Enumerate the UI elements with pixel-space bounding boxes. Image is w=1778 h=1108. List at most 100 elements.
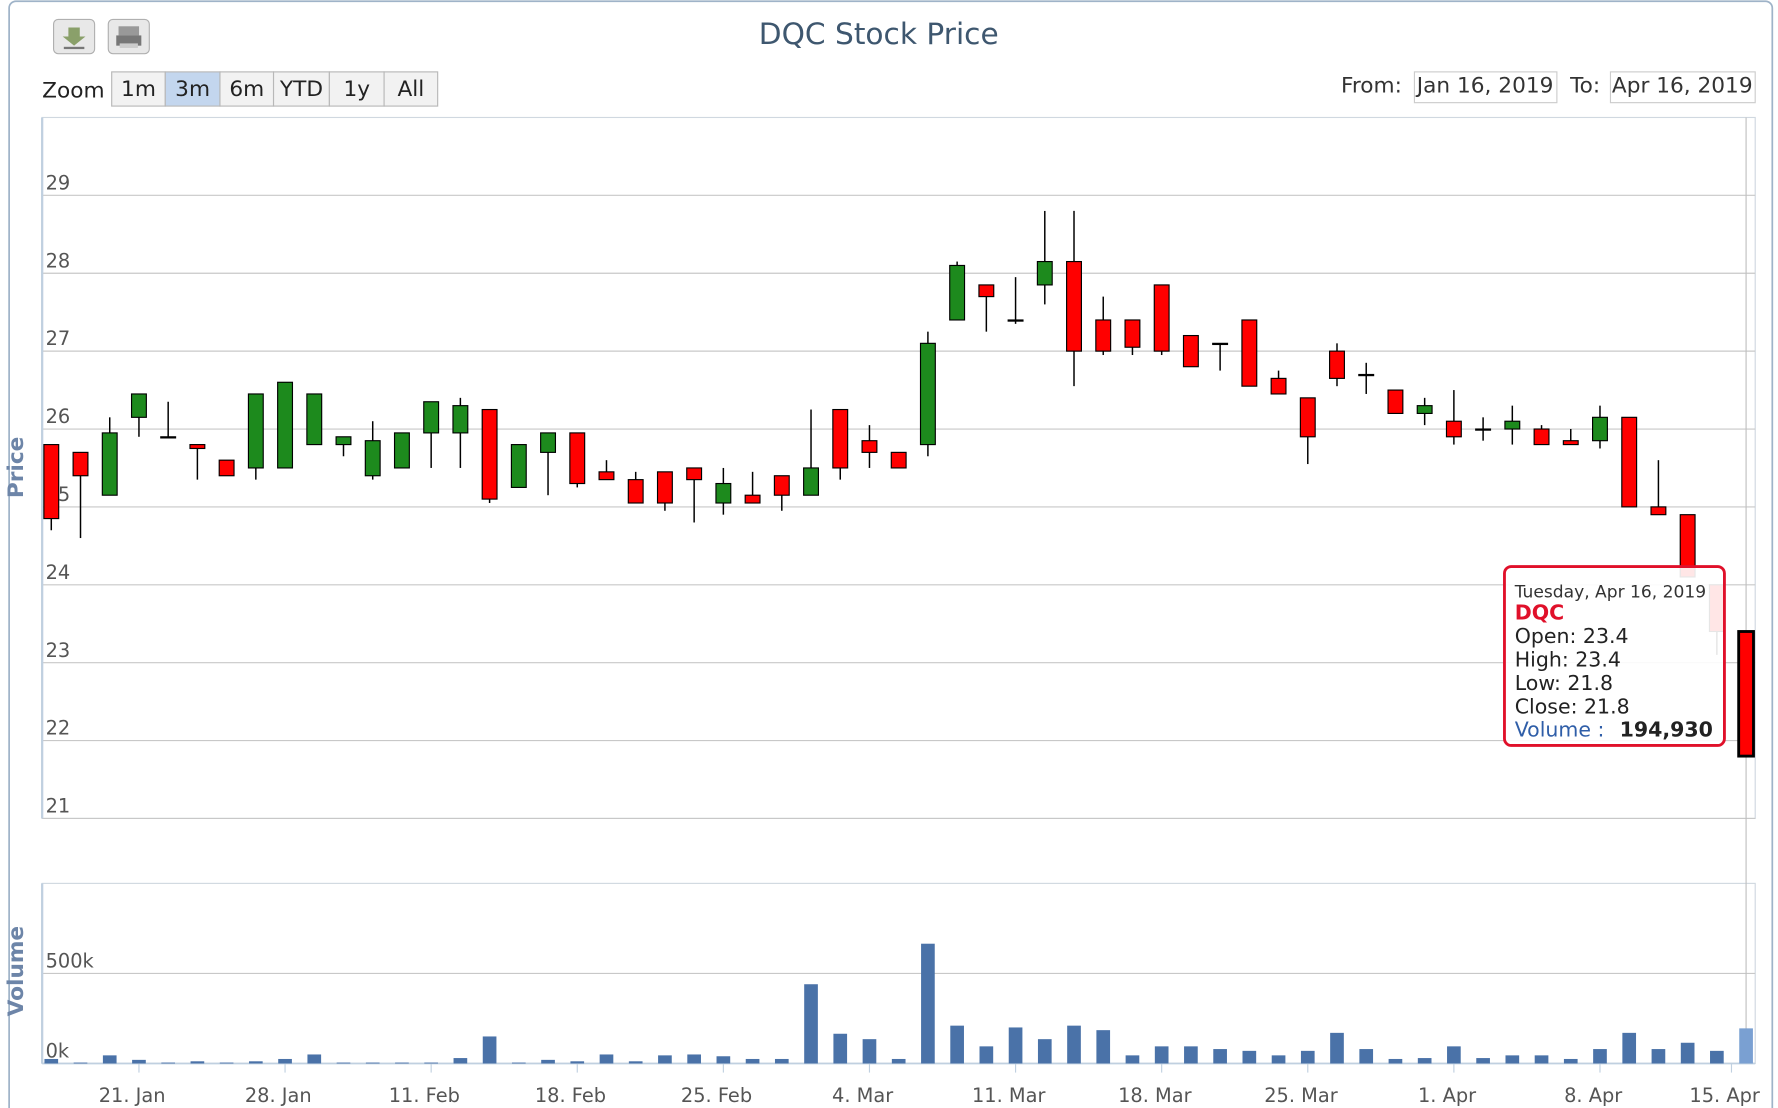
zoom-label: Zoom [42, 78, 104, 103]
tooltip-line: High: 23.4 [1515, 648, 1621, 672]
candle-body [627, 479, 644, 504]
volume-bar [482, 1036, 497, 1064]
volume-bar [1271, 1055, 1286, 1064]
candle-body [1358, 373, 1375, 377]
tooltip-line: Low: 21.8 [1515, 671, 1613, 695]
zoom-button[interactable] [383, 71, 439, 107]
volume-bar [1476, 1058, 1490, 1064]
volume-bar [424, 1062, 438, 1064]
volume-bar [950, 1025, 964, 1064]
candle-body [1737, 630, 1755, 758]
zoom-button-label[interactable]: 3m [175, 77, 210, 102]
candle-body [1533, 428, 1550, 446]
volume-bar [1154, 1046, 1169, 1064]
from-input-box[interactable] [1413, 71, 1558, 104]
candle-body [393, 432, 410, 469]
x-tick-label: 4. Mar [832, 1084, 893, 1107]
volume-bar [570, 1061, 585, 1064]
candle-body [218, 459, 235, 477]
volume-bar [1388, 1058, 1403, 1064]
volume-bar [44, 1058, 59, 1064]
y-tick-label: 23 [46, 639, 71, 662]
volume-bar [1330, 1032, 1344, 1064]
volume-bar [511, 1062, 526, 1064]
zoom-button-label[interactable]: 1m [121, 77, 156, 102]
candle-body [949, 264, 966, 321]
from-input[interactable]: Jan 16, 2019 [1415, 74, 1554, 99]
volume-bar [1593, 1049, 1607, 1064]
candle-body [540, 432, 557, 453]
x-tick-label: 28. Jan [245, 1084, 312, 1107]
candle-body [773, 475, 790, 496]
volume-bar [979, 1046, 994, 1064]
volume-bar [804, 984, 818, 1064]
volume-bar [219, 1062, 234, 1064]
tooltip-volume-value: 194,930 [1620, 718, 1713, 742]
volume-bar [1242, 1050, 1257, 1064]
volume-bar [658, 1055, 672, 1064]
volume-bar [365, 1062, 380, 1064]
volume-bar [1680, 1042, 1695, 1064]
x-tick-label: 18. Feb [535, 1084, 606, 1107]
candle-body [1241, 319, 1258, 387]
candle-body [1270, 377, 1287, 395]
zoom-button[interactable] [272, 71, 330, 107]
zoom-button[interactable] [164, 71, 221, 107]
volume-bar [190, 1061, 205, 1064]
candle-body [1592, 416, 1608, 442]
zoom-button-label[interactable]: 1y [343, 77, 370, 102]
volume-bar [1739, 1028, 1753, 1064]
x-tick-label: 25. Mar [1264, 1084, 1338, 1107]
volume-bar [833, 1033, 848, 1064]
to-input[interactable]: Apr 16, 2019 [1612, 74, 1753, 99]
zoom-button[interactable] [111, 71, 166, 107]
candle-body [1504, 420, 1521, 430]
candle-body [1182, 334, 1199, 368]
candle-body [890, 451, 907, 469]
volume-bar [453, 1058, 468, 1064]
candle-body [569, 432, 586, 485]
zoom-button-label[interactable]: All [397, 77, 424, 102]
y-tick-label: 26 [46, 405, 71, 428]
candle-body [481, 408, 498, 500]
tooltip-line: Open: 23.4 [1515, 624, 1629, 648]
volume-bar [541, 1059, 555, 1064]
candle-body [1387, 389, 1404, 415]
candle-body [744, 494, 761, 504]
candle-body [1036, 260, 1053, 286]
volume-bar [862, 1039, 877, 1064]
volume-bar [1622, 1032, 1637, 1064]
candle-body [1212, 342, 1229, 346]
volume-bar [628, 1061, 643, 1064]
volume-bar [1184, 1046, 1198, 1064]
candle-body [1445, 420, 1462, 438]
candle-body [1299, 397, 1316, 438]
candle-body [978, 284, 995, 298]
candle-body [1475, 428, 1492, 431]
y-tick-label: 22 [46, 717, 71, 740]
candle-body [335, 436, 352, 446]
volume-bar [1534, 1055, 1549, 1064]
candle-body [715, 482, 732, 504]
from-label: From: [1341, 74, 1402, 99]
volume-bar [1505, 1055, 1520, 1064]
volume-bar [1359, 1049, 1374, 1064]
candle-body [364, 440, 381, 477]
candle-body [1650, 506, 1667, 516]
volume-bar [1710, 1050, 1724, 1064]
volume-bar [1213, 1049, 1227, 1064]
volume-bar [1096, 1030, 1111, 1064]
volume-bar [1300, 1050, 1315, 1064]
candle-body [423, 401, 440, 434]
candle-body [1416, 405, 1433, 415]
volume-bar [1447, 1046, 1461, 1064]
candle-body [1095, 319, 1112, 352]
zoom-button-label[interactable]: YTD [279, 77, 323, 102]
zoom-button-label[interactable]: 6m [229, 77, 264, 102]
to-input-box[interactable] [1609, 71, 1756, 104]
export-button[interactable] [52, 18, 96, 55]
print-button[interactable] [107, 18, 150, 55]
volume-bar [307, 1054, 322, 1064]
volume-bar [1125, 1055, 1140, 1064]
